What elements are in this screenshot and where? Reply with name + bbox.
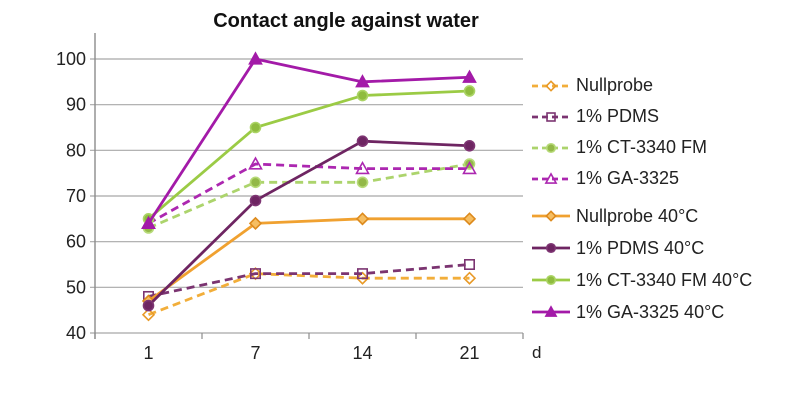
square-marker <box>463 258 475 270</box>
triangle-marker <box>462 69 477 83</box>
series-line <box>147 217 470 303</box>
x-tick-label: 14 <box>352 343 372 363</box>
circle-marker <box>545 274 557 286</box>
square-marker <box>546 111 556 122</box>
diamond-marker <box>248 216 263 231</box>
circle-marker <box>463 85 476 97</box>
diamond-marker <box>141 308 156 322</box>
series-line <box>147 162 470 225</box>
legend-label: 1% GA-3325 40°C <box>576 301 725 322</box>
legend-swatch <box>532 111 570 122</box>
triangle-marker <box>355 74 370 88</box>
triangle-marker <box>544 171 558 184</box>
legend-swatch <box>532 274 570 286</box>
circle-marker <box>249 176 262 189</box>
diamond-marker <box>545 210 557 222</box>
x-tick-label: 1 <box>143 343 153 363</box>
legend-item: 1% GA-3325 <box>530 163 752 194</box>
circle-marker <box>356 176 369 189</box>
triangle-marker <box>544 305 558 317</box>
y-tick-label: 50 <box>66 277 86 297</box>
x-tick-label: 21 <box>459 343 479 363</box>
triangle-marker <box>248 51 263 65</box>
circle-marker <box>463 139 476 152</box>
legend-item: 1% CT-3340 FM <box>530 132 752 163</box>
legend-swatch <box>532 210 570 222</box>
series-line <box>147 272 470 317</box>
circle-marker <box>545 242 557 254</box>
legend-label: Nullprobe <box>576 75 654 95</box>
legend-item: 1% CT-3340 FM 40°C <box>530 264 752 296</box>
circle-marker <box>142 299 155 312</box>
legend-swatch <box>532 142 570 153</box>
triangle-marker <box>141 215 156 229</box>
circle-marker <box>249 194 262 207</box>
legend-item: 1% GA-3325 40°C <box>530 296 752 328</box>
y-tick-label: 70 <box>66 186 86 206</box>
diamond-marker <box>462 271 477 285</box>
legend-item: 1% PDMS <box>530 101 752 132</box>
series-line <box>147 139 470 307</box>
triangle-marker <box>248 156 263 170</box>
square-marker <box>250 268 262 280</box>
diamond-marker <box>355 212 370 226</box>
legend-swatch <box>532 305 570 317</box>
x-axis-unit-label: d <box>532 343 542 362</box>
x-tick-label: 7 <box>250 343 260 363</box>
series-line <box>148 263 470 298</box>
diamond-marker <box>355 271 370 285</box>
circle-marker <box>356 135 369 147</box>
triangle-marker <box>462 160 477 175</box>
circle-marker <box>249 121 262 134</box>
legend-swatch <box>532 171 570 184</box>
legend-item: Nullprobe 40°C <box>530 200 752 232</box>
series-line <box>147 57 470 225</box>
series-line <box>147 162 470 230</box>
circle-marker <box>545 142 557 153</box>
series-line <box>147 89 470 220</box>
legend-label: 1% PDMS 40°C <box>576 237 705 258</box>
legend-label: 1% PDMS <box>576 106 660 126</box>
legend-label: 1% GA-3325 <box>576 168 680 188</box>
y-tick-label: 60 <box>66 232 86 252</box>
circle-marker <box>356 89 369 102</box>
diamond-marker <box>545 79 557 92</box>
legend-item: 1% PDMS 40°C <box>530 232 752 264</box>
diamond-marker <box>462 212 477 226</box>
legend-label: 1% CT-3340 FM 40°C <box>576 269 753 290</box>
legend-item: Nullprobe <box>530 70 752 101</box>
legend-swatch <box>532 79 570 92</box>
y-tick-label: 80 <box>66 140 86 160</box>
triangle-marker <box>355 160 370 175</box>
y-tick-label: 90 <box>66 95 86 115</box>
y-tick-label: 40 <box>66 323 86 343</box>
legend-swatch <box>532 242 570 254</box>
square-marker <box>356 268 368 280</box>
legend-label: Nullprobe 40°C <box>576 205 699 226</box>
chart-title: Contact angle against water <box>213 10 479 32</box>
y-tick-label: 100 <box>56 49 86 69</box>
legend-label: 1% CT-3340 FM <box>576 137 708 157</box>
legend: Nullprobe 1% PDMS 1% CT-3340 FM 1% GA-3325 N… <box>530 70 752 328</box>
